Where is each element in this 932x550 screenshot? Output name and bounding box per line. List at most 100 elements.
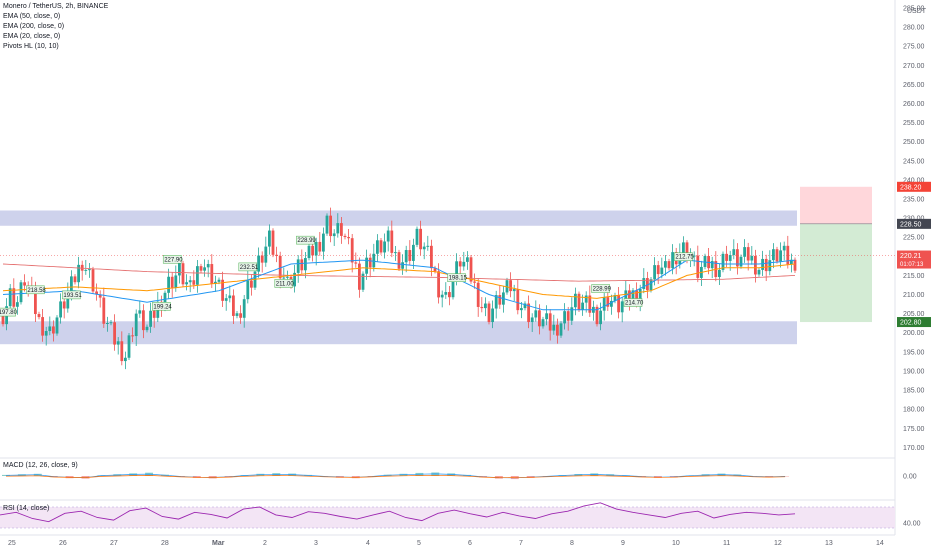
candle <box>775 246 779 264</box>
candle <box>743 239 746 263</box>
candle-body <box>91 269 95 292</box>
candle-body <box>718 269 721 278</box>
candle <box>275 246 278 263</box>
pivot-low-box <box>152 302 171 311</box>
candle-body <box>649 279 653 291</box>
candle-body <box>725 253 728 261</box>
candle <box>696 245 700 283</box>
y-tick-label: 240.00 <box>903 177 925 184</box>
candle-body <box>174 275 178 288</box>
candle-body <box>484 303 487 309</box>
candle <box>372 243 376 272</box>
legend-pivots[interactable]: Pivots HL (10, 10) <box>3 43 59 50</box>
candle-body <box>487 303 491 323</box>
candle-body <box>311 245 314 256</box>
candle-body <box>408 250 412 261</box>
candle <box>361 271 365 293</box>
candle <box>458 257 462 277</box>
candle <box>588 285 592 317</box>
candle <box>592 300 595 321</box>
candle-body <box>757 269 761 275</box>
candle-body <box>440 294 444 298</box>
y-tick-label: 205.00 <box>903 311 925 318</box>
candle <box>296 255 300 283</box>
pivot-low-label: 199.24 <box>153 304 172 310</box>
candle-body <box>635 290 638 302</box>
candle <box>77 256 80 289</box>
candle <box>109 319 113 326</box>
candle-body <box>224 298 228 301</box>
x-tick-label: 26 <box>59 540 67 547</box>
candle <box>358 257 361 298</box>
y-tick-label: 250.00 <box>903 139 925 146</box>
candle-body <box>498 295 502 305</box>
ema20-line <box>2 259 796 311</box>
candle-body <box>55 317 59 334</box>
candle-body <box>8 288 12 307</box>
candle <box>703 253 707 270</box>
pivot-high-label: 227.90 <box>164 257 183 263</box>
candle-body <box>66 292 70 309</box>
legend-ema50[interactable]: EMA (50, close, 0) <box>3 13 61 20</box>
candle-body <box>239 313 242 318</box>
candle <box>779 242 782 268</box>
candle <box>307 243 311 261</box>
candle <box>408 240 412 266</box>
x-tick-label: 27 <box>110 540 118 547</box>
candle <box>412 238 415 269</box>
candle-body <box>516 289 520 311</box>
candle-body <box>448 292 451 298</box>
candle <box>12 278 16 311</box>
candle-body <box>134 313 138 337</box>
price-label-last <box>897 250 931 269</box>
candle-body <box>293 272 296 287</box>
candle-body <box>541 319 545 327</box>
legend-ema200[interactable]: EMA (200, close, 0) <box>3 23 65 30</box>
candle-body <box>775 249 779 262</box>
macd-legend: MACD (12, 26, close, 9) <box>3 461 78 471</box>
candle-body <box>12 288 16 307</box>
candle-body <box>131 335 134 337</box>
rsi-title[interactable]: RSI (14, close) <box>3 505 50 512</box>
pivot-low-box <box>447 273 466 282</box>
candle-body <box>505 280 509 293</box>
pivot-low-box <box>0 307 16 317</box>
candle <box>73 274 77 285</box>
candle-body <box>145 326 149 331</box>
candle-body <box>214 281 217 284</box>
candle <box>505 277 509 295</box>
candle <box>113 314 116 351</box>
candle-body <box>192 280 196 285</box>
candle-body <box>34 287 37 315</box>
candle <box>44 326 48 346</box>
candle-body <box>599 310 602 325</box>
candle-body <box>329 215 332 237</box>
candle <box>757 267 761 277</box>
y-tick-label: 270.00 <box>903 63 925 70</box>
x-tick-label: 10 <box>672 540 680 547</box>
legend-ema20[interactable]: EMA (20, close, 0) <box>3 33 61 40</box>
macd-title[interactable]: MACD (12, 26, close, 9) <box>3 462 78 469</box>
candle <box>116 337 120 355</box>
x-tick-label: 11 <box>723 540 730 547</box>
price-label-target <box>897 181 931 192</box>
candle <box>620 297 624 323</box>
candle <box>383 233 386 259</box>
countdown-text: 01:07:13 <box>900 262 924 268</box>
candle-body <box>347 237 350 239</box>
y-tick-label: 200.00 <box>903 330 925 337</box>
candle <box>793 257 797 273</box>
candle-body <box>376 240 379 254</box>
candle <box>574 287 577 316</box>
candle-body <box>88 269 91 271</box>
candle-body <box>782 245 786 251</box>
candle-body <box>610 300 613 307</box>
candle <box>271 228 275 258</box>
candle <box>268 224 271 255</box>
candle-body <box>527 303 530 323</box>
candle-body <box>98 294 102 298</box>
candle-body <box>16 302 19 307</box>
candle <box>37 311 41 320</box>
